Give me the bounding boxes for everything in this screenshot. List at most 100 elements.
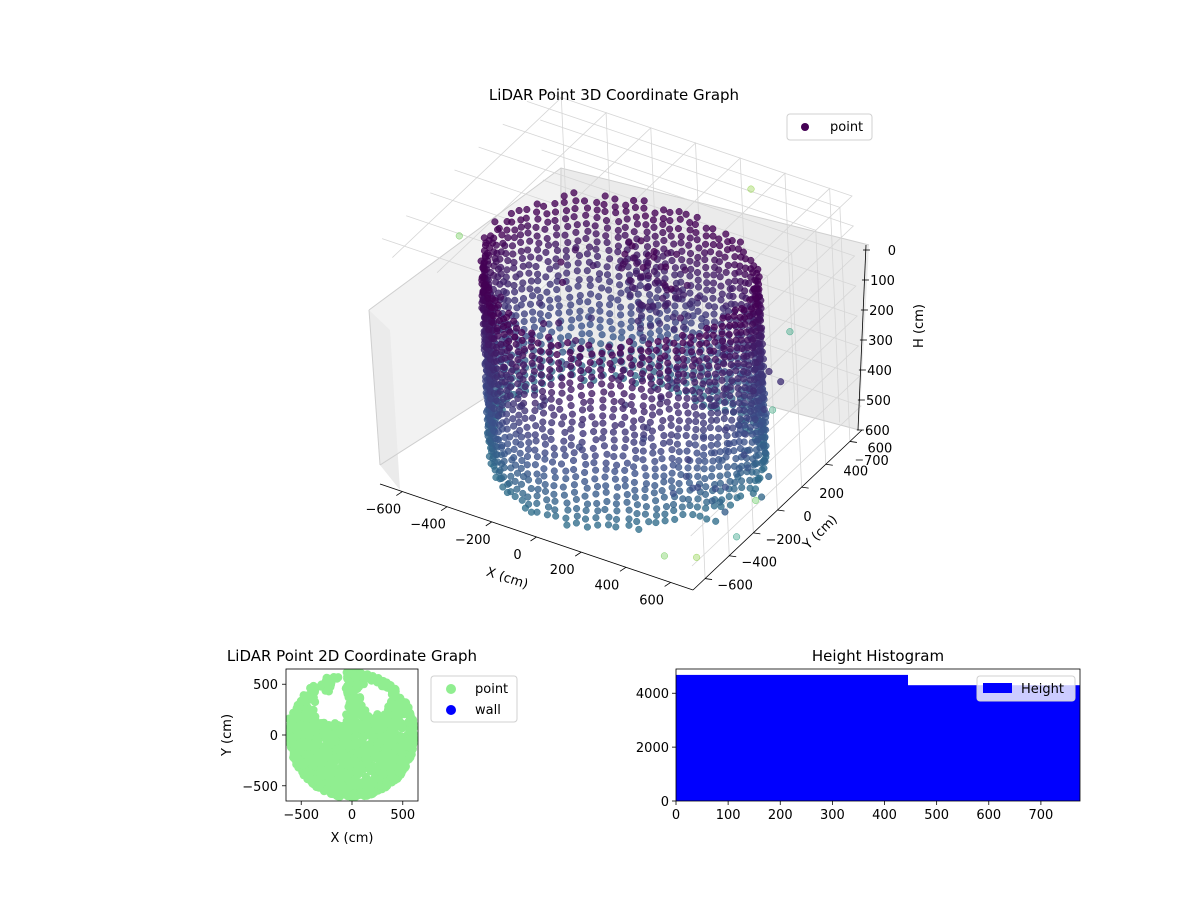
- data-point-3d: [519, 279, 527, 287]
- data-point-3d: [520, 399, 528, 407]
- data-point-3d: [715, 258, 723, 266]
- data-point-3d: [544, 218, 552, 226]
- data-point-3d: [683, 394, 691, 402]
- data-point-3d: [500, 464, 508, 472]
- data-point-3d: [751, 359, 759, 367]
- data-point-2d: [298, 760, 308, 770]
- legend-3d-marker: [801, 123, 809, 131]
- data-point-3d: [745, 279, 753, 287]
- data-point-3d: [609, 428, 617, 436]
- data-point-3d: [652, 240, 660, 248]
- data-point-3d: [718, 376, 726, 384]
- data-point-3d: [736, 415, 744, 423]
- data-point-3d: [686, 272, 694, 280]
- data-point-3d: [614, 226, 622, 234]
- data-point-3d: [675, 208, 683, 216]
- data-point-2d: [345, 741, 354, 751]
- data-point-3d: [615, 272, 623, 280]
- data-point-3d: [663, 398, 671, 406]
- data-point-3d: [592, 245, 600, 253]
- data-point-3d: [582, 506, 590, 515]
- data-point-3d: [525, 438, 533, 447]
- data-point-3d: [752, 446, 760, 454]
- data-point-3d: [585, 366, 593, 374]
- data-point-3d: [574, 359, 583, 367]
- data-point-3d: [542, 273, 550, 281]
- data-point-3d: [699, 419, 708, 427]
- data-point-3d: [736, 444, 745, 453]
- data-point-3d: [673, 432, 681, 440]
- data-point-3d: [570, 481, 578, 489]
- data-point-3d: [548, 389, 556, 397]
- data-point-3d: [667, 421, 675, 429]
- data-point-3d: [740, 451, 748, 459]
- data-point-3d: [691, 220, 699, 229]
- data-point-3d: [631, 486, 639, 494]
- data-point-3d: [547, 435, 555, 443]
- data-point-3d: [735, 390, 743, 398]
- data-point-3d: [728, 237, 736, 245]
- data-point-3d: [620, 390, 628, 398]
- data-point-3d: [728, 284, 737, 292]
- data-point-3d: [675, 425, 683, 433]
- data-point-3d: [611, 422, 619, 430]
- data-point-3d: [562, 253, 571, 261]
- tick-label-y-hist: 0: [661, 795, 669, 810]
- data-point-3d: [740, 360, 748, 368]
- data-point-3d: [769, 406, 777, 414]
- data-point-3d: [647, 434, 655, 442]
- data-point-2d: [362, 743, 371, 752]
- data-point-2d: [347, 705, 356, 715]
- data-point-3d: [524, 246, 532, 254]
- data-point-3d: [675, 457, 683, 465]
- data-point-3d: [618, 420, 626, 428]
- data-point-3d: [642, 221, 650, 229]
- data-point-3d: [673, 377, 681, 385]
- data-point-3d: [636, 324, 645, 332]
- data-point-3d: [634, 317, 642, 325]
- data-point-3d: [636, 281, 644, 290]
- data-point-3d: [786, 328, 794, 336]
- data-point-2d: [395, 746, 404, 755]
- data-point-2d: [299, 730, 309, 739]
- scatter-2d-points: [286, 669, 418, 801]
- data-point-3d: [503, 218, 511, 226]
- data-point-3d: [601, 505, 609, 514]
- data-point-3d: [544, 311, 552, 320]
- data-point-3d: [709, 286, 717, 294]
- data-point-3d: [600, 388, 608, 396]
- data-point-3d: [701, 256, 709, 264]
- data-point-3d: [711, 355, 720, 364]
- data-point-3d: [587, 314, 595, 322]
- tick-label-y: −200: [765, 533, 801, 548]
- data-point-2d: [326, 770, 335, 779]
- data-point-3d: [677, 278, 685, 286]
- data-point-3d: [633, 510, 641, 518]
- data-point-3d: [777, 378, 785, 386]
- data-point-3d: [680, 361, 688, 369]
- data-point-3d: [543, 288, 551, 296]
- data-point-3d: [617, 343, 625, 352]
- data-point-3d: [702, 331, 710, 340]
- data-point-3d: [601, 207, 609, 216]
- data-point-3d: [593, 252, 602, 260]
- data-point-2d: [317, 756, 326, 765]
- data-point-3d: [743, 336, 752, 344]
- data-point-3d: [674, 225, 682, 233]
- data-point-3d: [664, 359, 672, 367]
- data-point-3d: [664, 374, 672, 382]
- data-point-3d: [627, 346, 635, 354]
- data-point-3d: [571, 246, 579, 254]
- data-point-3d: [696, 348, 704, 356]
- data-point-3d: [732, 367, 740, 375]
- data-point-3d: [510, 445, 518, 453]
- data-point-3d: [621, 413, 629, 421]
- data-point-3d: [631, 469, 639, 478]
- data-point-3d: [521, 407, 529, 415]
- data-point-3d: [544, 241, 553, 249]
- data-point-3d: [574, 259, 582, 267]
- data-point-3d: [562, 215, 570, 223]
- data-point-3d: [747, 185, 755, 193]
- data-point-3d: [534, 277, 542, 285]
- data-point-3d: [703, 279, 711, 287]
